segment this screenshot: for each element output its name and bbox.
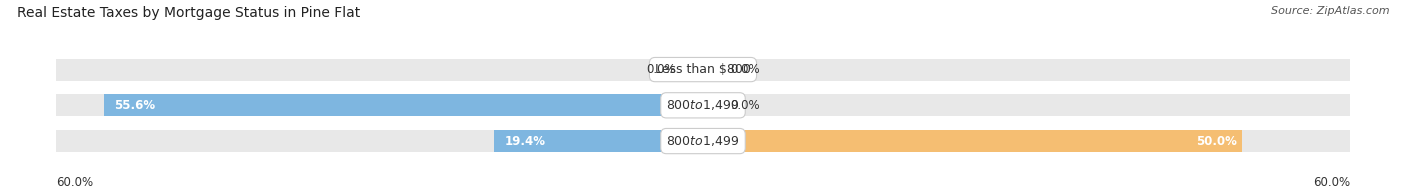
- Bar: [703, 94, 1350, 116]
- Text: $800 to $1,499: $800 to $1,499: [666, 98, 740, 112]
- Text: Source: ZipAtlas.com: Source: ZipAtlas.com: [1271, 6, 1389, 16]
- Bar: [703, 130, 1350, 152]
- Bar: [56, 130, 703, 152]
- Text: 0.0%: 0.0%: [730, 63, 759, 76]
- Bar: [703, 130, 1241, 152]
- Text: Real Estate Taxes by Mortgage Status in Pine Flat: Real Estate Taxes by Mortgage Status in …: [17, 6, 360, 20]
- Bar: [494, 130, 703, 152]
- Bar: [56, 58, 703, 81]
- Text: 60.0%: 60.0%: [56, 176, 93, 189]
- Text: Less than $800: Less than $800: [655, 63, 751, 76]
- Text: 19.4%: 19.4%: [505, 135, 546, 148]
- Bar: [104, 94, 703, 116]
- Bar: [703, 58, 1350, 81]
- Text: 0.0%: 0.0%: [647, 63, 676, 76]
- Bar: [56, 94, 703, 116]
- Legend: Without Mortgage, With Mortgage: Without Mortgage, With Mortgage: [569, 194, 837, 196]
- Text: 60.0%: 60.0%: [1313, 176, 1350, 189]
- Text: $800 to $1,499: $800 to $1,499: [666, 134, 740, 148]
- Text: 55.6%: 55.6%: [114, 99, 156, 112]
- Text: 50.0%: 50.0%: [1195, 135, 1237, 148]
- Text: 0.0%: 0.0%: [730, 99, 759, 112]
